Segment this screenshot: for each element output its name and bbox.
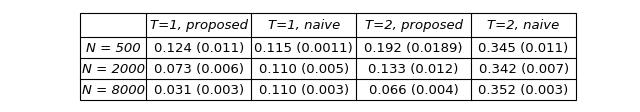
Text: 0.115 (0.0011): 0.115 (0.0011) xyxy=(254,41,353,54)
Text: 0.110 (0.005): 0.110 (0.005) xyxy=(259,62,349,75)
Text: 0.342 (0.007): 0.342 (0.007) xyxy=(479,62,569,75)
Text: T=1, naive: T=1, naive xyxy=(268,19,340,32)
Text: 0.192 (0.0189): 0.192 (0.0189) xyxy=(364,41,463,54)
Text: 0.133 (0.012): 0.133 (0.012) xyxy=(369,62,459,75)
Text: 0.110 (0.003): 0.110 (0.003) xyxy=(259,83,349,96)
Text: N = 500: N = 500 xyxy=(86,41,141,54)
Text: 0.352 (0.003): 0.352 (0.003) xyxy=(479,83,569,96)
Text: T=1, proposed: T=1, proposed xyxy=(150,19,248,32)
Text: 0.066 (0.004): 0.066 (0.004) xyxy=(369,83,458,96)
Text: 0.345 (0.011): 0.345 (0.011) xyxy=(479,41,569,54)
Text: T=2, naive: T=2, naive xyxy=(488,19,560,32)
Text: 0.073 (0.006): 0.073 (0.006) xyxy=(154,62,244,75)
Text: 0.124 (0.011): 0.124 (0.011) xyxy=(154,41,244,54)
Text: 0.031 (0.003): 0.031 (0.003) xyxy=(154,83,244,96)
Text: N = 8000: N = 8000 xyxy=(82,83,145,96)
Text: N = 2000: N = 2000 xyxy=(82,62,145,75)
Text: T=2, proposed: T=2, proposed xyxy=(365,19,463,32)
